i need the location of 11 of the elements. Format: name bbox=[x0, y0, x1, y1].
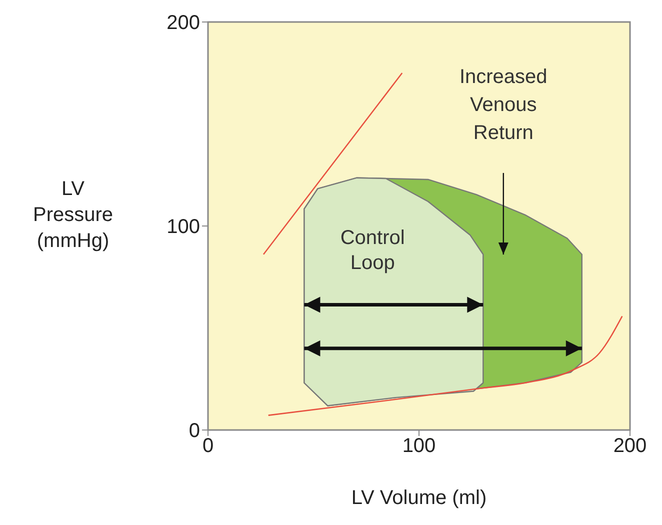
x-axis-title: LV Volume (ml) bbox=[350, 487, 488, 510]
y-tick-label: 0 bbox=[188, 420, 200, 442]
annotation: Control Loop bbox=[339, 226, 406, 276]
y-tick-label: 100 bbox=[166, 216, 200, 238]
x-tick-label: 0 bbox=[202, 435, 214, 458]
x-tick-label: 100 bbox=[402, 435, 436, 458]
x-tick-label: 200 bbox=[613, 435, 647, 458]
line-series bbox=[268, 316, 623, 416]
y-axis-title: LV Pressure (mmHg) bbox=[32, 177, 114, 254]
annotation: Increased Venous Return bbox=[458, 64, 548, 146]
y-tick-label: 200 bbox=[166, 12, 200, 34]
